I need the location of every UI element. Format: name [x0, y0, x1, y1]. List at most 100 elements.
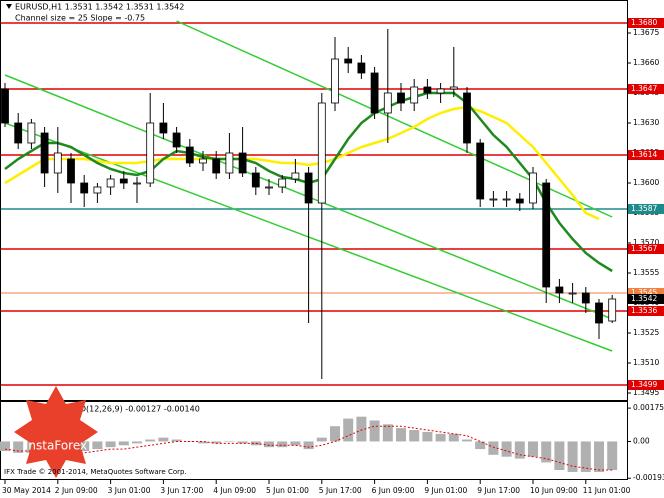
candle-body — [225, 152, 234, 174]
level-tag — [628, 84, 664, 94]
y-tick-label: 1.3600 — [633, 178, 659, 187]
macd-bar — [514, 441, 525, 459]
macd-bar — [198, 441, 208, 444]
current-price-label: 1.3542 — [631, 294, 657, 303]
chart-subtitle: Channel size = 25 Slope = -0.75 — [15, 14, 145, 23]
macd-bar — [528, 441, 538, 457]
macd-bar — [488, 441, 499, 455]
macd-bar — [369, 420, 380, 442]
macd-bar — [316, 437, 327, 442]
candle-body — [67, 158, 75, 184]
candle-body — [291, 172, 300, 180]
macd-bar — [382, 424, 393, 442]
level-tag — [628, 380, 664, 390]
macd-panel — [0, 401, 628, 480]
macd-bar — [330, 426, 340, 442]
candle-body — [515, 198, 524, 204]
symbol-icon — [6, 4, 12, 9]
macd-bar — [303, 441, 314, 450]
copyright: IFX Trade © 2001-2014, MetaQuotes Softwa… — [4, 468, 187, 476]
macd-bar — [224, 441, 235, 442]
candle-body — [40, 132, 49, 174]
candle-body — [449, 86, 458, 90]
candle-body — [397, 92, 405, 104]
macd-bar — [396, 428, 406, 442]
macd-bar — [132, 441, 142, 444]
candle-body — [185, 146, 194, 164]
x-tick-label: 9 Jun 01:00 — [424, 486, 467, 495]
candle-body — [199, 158, 207, 164]
y-tick-label: 1.3525 — [633, 328, 659, 337]
level-label: 1.3587 — [631, 204, 657, 213]
x-tick-label: 3 Jun 01:00 — [108, 486, 151, 495]
macd-bar — [607, 441, 618, 471]
macd-bar — [501, 441, 512, 457]
macd-bar — [237, 441, 248, 444]
x-tick-label: 30 May 2014 — [2, 486, 51, 495]
macd-tick-label: 0.00 — [633, 436, 650, 445]
x-tick-label: 2 Jun 09:00 — [55, 486, 98, 495]
candle-body — [93, 186, 102, 194]
candle-body — [370, 72, 379, 114]
channel-line — [176, 20, 613, 218]
candle-body — [1, 88, 9, 124]
candle-body — [489, 198, 498, 201]
y-tick-label: 1.3570 — [633, 238, 659, 247]
watermark-logo: InstaForex — [14, 386, 98, 478]
candle-body — [251, 172, 260, 188]
macd-bar — [158, 437, 169, 442]
candle-body — [344, 58, 353, 64]
candle-body — [133, 182, 141, 185]
candle-body — [14, 122, 23, 144]
candle-body — [436, 88, 445, 94]
macd-bar — [277, 441, 288, 448]
x-tick-label: 11 Jun 01:00 — [583, 486, 631, 495]
candle-body — [581, 292, 590, 304]
candle-body — [238, 152, 247, 174]
candle-body — [53, 152, 62, 174]
macd-bar — [145, 439, 156, 442]
level-tag — [628, 204, 664, 214]
candle-body — [159, 122, 168, 134]
macd-bar — [13, 441, 24, 453]
y-tick-label: 1.3510 — [633, 358, 659, 367]
macd-tick-label: 0.00175 — [633, 403, 664, 412]
candle-body — [595, 302, 603, 324]
macd-bar — [594, 441, 604, 472]
level-tag — [628, 244, 664, 254]
macd-tick-label: -0.00193 — [633, 473, 664, 482]
candle-body — [502, 198, 511, 201]
macd-bar — [118, 441, 129, 446]
candle-body — [476, 142, 485, 200]
macd-bar — [211, 441, 222, 444]
macd-signal — [4, 425, 613, 471]
level-label: 1.3647 — [631, 84, 657, 93]
chart-header: EURUSD,H1 1.3531 1.3542 1.3531 1.3542 — [15, 3, 184, 12]
y-tick-label: 1.3660 — [633, 58, 659, 67]
level-label: 1.3614 — [631, 150, 657, 159]
macd-bar — [580, 441, 591, 472]
current-price-tag — [628, 294, 664, 304]
x-tick-label: 5 Jun 17:00 — [319, 486, 362, 495]
candle-body — [463, 92, 471, 144]
candle-body — [568, 292, 577, 295]
candle-body — [27, 122, 36, 144]
macd-bar — [448, 433, 459, 442]
candle-body — [383, 92, 392, 114]
y-tick-label: 1.3555 — [633, 268, 659, 277]
level-label: 1.3499 — [631, 380, 657, 389]
candle-body — [265, 186, 273, 189]
macd-bar — [475, 441, 486, 450]
candle-body — [304, 172, 313, 204]
candle-body — [331, 58, 339, 104]
macd-bar — [79, 441, 90, 451]
candle-body — [423, 86, 432, 94]
level-label: 1.3545 — [631, 288, 657, 297]
level-tag — [628, 306, 664, 316]
candle-body — [608, 298, 617, 322]
candle-body — [542, 182, 551, 288]
candle-body — [278, 178, 287, 188]
candle-body — [119, 178, 128, 184]
